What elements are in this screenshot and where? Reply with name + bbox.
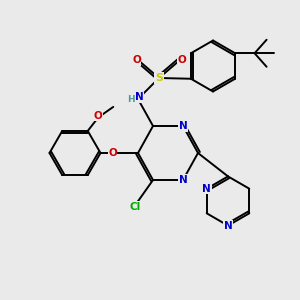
Text: S: S	[155, 73, 163, 83]
Text: O: O	[94, 111, 103, 121]
Text: O: O	[132, 55, 141, 65]
Text: Cl: Cl	[129, 202, 141, 212]
Text: N: N	[202, 184, 211, 194]
Text: N: N	[135, 92, 144, 103]
Text: O: O	[177, 55, 186, 65]
Text: N: N	[178, 121, 188, 131]
Text: H: H	[128, 94, 135, 103]
Text: N: N	[224, 220, 232, 231]
Text: N: N	[178, 175, 188, 185]
Text: O: O	[108, 148, 117, 158]
